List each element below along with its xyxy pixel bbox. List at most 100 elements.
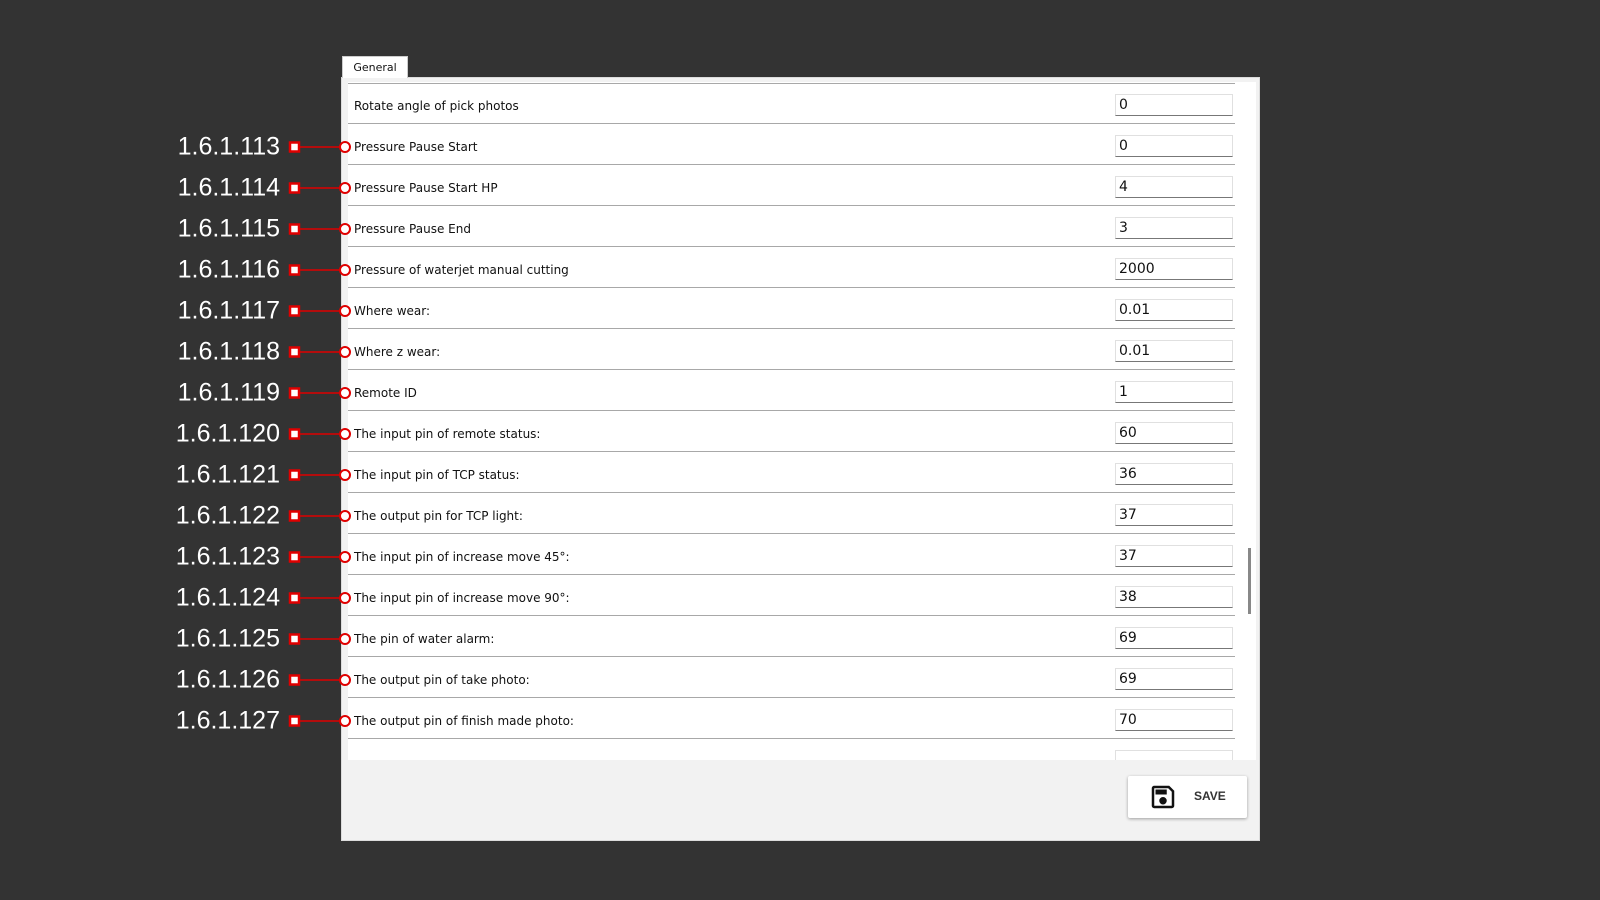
row-label: The input pin of TCP status:: [354, 468, 520, 482]
callout-label: 1.6.1.123: [175, 542, 280, 571]
row-label: Pressure Pause End: [354, 222, 471, 236]
row-label: The input pin of remote status:: [354, 427, 541, 441]
row-separator: [348, 656, 1235, 657]
value-input[interactable]: 37: [1115, 545, 1233, 567]
row-separator: [348, 369, 1235, 370]
row-label: Rotate angle of pick photos: [354, 99, 519, 113]
row-separator: [348, 83, 1235, 84]
callout-square: [288, 551, 301, 563]
value-input[interactable]: 0: [1115, 135, 1233, 157]
value-input[interactable]: 1: [1115, 381, 1233, 403]
callout-square: [288, 305, 301, 317]
row-label: The pin of water alarm:: [354, 632, 495, 646]
callout-label: 1.6.1.116: [177, 255, 280, 284]
callout-circle: [339, 510, 351, 522]
callout-label: 1.6.1.126: [175, 665, 280, 694]
callout-circle: [339, 428, 351, 440]
row-label: The output pin of take photo:: [354, 673, 530, 687]
callout-circle: [339, 551, 351, 563]
value-input[interactable]: 36: [1115, 463, 1233, 485]
callout-label: 1.6.1.121: [175, 460, 280, 489]
value-input[interactable]: 69: [1115, 668, 1233, 690]
row-separator: [348, 451, 1235, 452]
callout-square: [288, 223, 301, 235]
save-label: SAVE: [1194, 789, 1226, 803]
callout-square: [288, 387, 301, 399]
callout-circle: [339, 592, 351, 604]
row-separator: [348, 164, 1235, 165]
save-icon: [1151, 785, 1175, 809]
callout-circle: [339, 633, 351, 645]
row-separator: [348, 205, 1235, 206]
callout-circle: [339, 346, 351, 358]
value-input[interactable]: 0.01: [1115, 340, 1233, 362]
callout-square: [288, 633, 301, 645]
row-label: Where wear:: [354, 304, 431, 318]
callout-circle: [339, 469, 351, 481]
callout-square: [288, 715, 301, 727]
save-button[interactable]: SAVE: [1128, 776, 1247, 818]
callout-square: [288, 141, 301, 153]
callout-circle: [339, 715, 351, 727]
row-separator: [348, 738, 1235, 739]
value-input[interactable]: 37: [1115, 504, 1233, 526]
callout-label: 1.6.1.120: [175, 419, 280, 448]
row-label: The input pin of increase move 90°:: [354, 591, 570, 605]
callout-label: 1.6.1.118: [177, 337, 280, 366]
row-separator: [348, 287, 1235, 288]
row-separator: [348, 697, 1235, 698]
callout-square: [288, 469, 301, 481]
row-separator: [348, 123, 1235, 124]
row-label: The output pin of finish made photo:: [354, 714, 574, 728]
callout-label: 1.6.1.119: [177, 378, 280, 407]
callout-square: [288, 346, 301, 358]
value-input[interactable]: 4: [1115, 176, 1233, 198]
row-separator: [348, 492, 1235, 493]
row-separator: [348, 615, 1235, 616]
row-label: Where z wear:: [354, 345, 441, 359]
callout-circle: [339, 674, 351, 686]
row-separator: [348, 246, 1235, 247]
row-label: The output pin for TCP light:: [354, 509, 523, 523]
value-input[interactable]: 60: [1115, 422, 1233, 444]
row-separator: [348, 328, 1235, 329]
callout-square: [288, 592, 301, 604]
callout-square: [288, 674, 301, 686]
callout-label: 1.6.1.124: [175, 583, 280, 612]
settings-list: Rotate angle of pick photos 0 Pressure Pau…: [348, 82, 1256, 760]
value-input[interactable]: 70: [1115, 709, 1233, 731]
value-input[interactable]: 2000: [1115, 258, 1233, 280]
callout-label: 1.6.1.115: [177, 214, 280, 243]
callout-label: 1.6.1.113: [177, 132, 280, 161]
callout-circle: [339, 223, 351, 235]
row-label: Pressure Pause Start HP: [354, 181, 498, 195]
row-label: Remote ID: [354, 386, 417, 400]
callout-circle: [339, 387, 351, 399]
callout-label: 1.6.1.117: [177, 296, 280, 325]
callout-circle: [339, 305, 351, 317]
callout-circle: [339, 264, 351, 276]
callout-square: [288, 182, 301, 194]
callout-label: 1.6.1.127: [175, 706, 280, 735]
callout-square: [288, 428, 301, 440]
value-input[interactable]: 0.01: [1115, 299, 1233, 321]
callout-label: 1.6.1.125: [175, 624, 280, 653]
callout-label: 1.6.1.122: [175, 501, 280, 530]
row-separator: [348, 410, 1235, 411]
value-input[interactable]: 69: [1115, 627, 1233, 649]
row-separator: [348, 533, 1235, 534]
value-input[interactable]: 3: [1115, 217, 1233, 239]
callout-square: [288, 510, 301, 522]
tab-general[interactable]: General: [342, 56, 408, 78]
scrollbar[interactable]: [1248, 548, 1251, 614]
callout-label: 1.6.1.114: [177, 173, 280, 202]
value-input[interactable]: [1115, 750, 1233, 760]
callout-circle: [339, 182, 351, 194]
value-input[interactable]: 0: [1115, 94, 1233, 116]
value-input[interactable]: 38: [1115, 586, 1233, 608]
callout-square: [288, 264, 301, 276]
row-separator: [348, 574, 1235, 575]
row-label: The input pin of increase move 45°:: [354, 550, 570, 564]
